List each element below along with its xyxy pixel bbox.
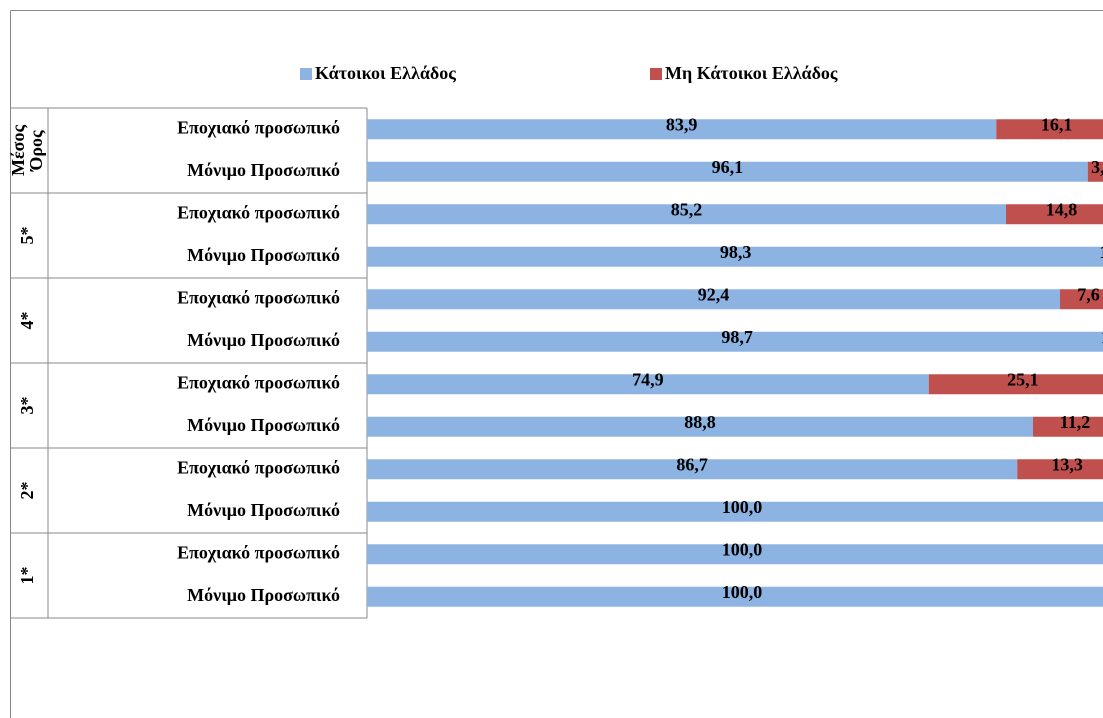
category-label: Μόνιμο Προσωπικό (187, 415, 340, 435)
group-label: 1* (17, 567, 37, 585)
category-label: Μόνιμο Προσωπικό (187, 245, 340, 265)
bar-segment (1006, 204, 1103, 225)
data-label: 83,9 (666, 114, 698, 134)
data-label: 100,0 (722, 582, 763, 602)
category-label: Μόνιμο Προσωπικό (187, 160, 340, 180)
bar-segment (367, 501, 1103, 522)
category-label: Εποχιακό προσωπικό (177, 372, 340, 392)
data-label: 96,1 (712, 157, 744, 177)
group-label: ΜέσοςΌρος (8, 125, 46, 176)
data-label: 1,3 (1101, 327, 1103, 347)
bar-segment (1033, 416, 1103, 437)
data-label: 14,8 (1046, 199, 1078, 219)
category-label: Εποχιακό προσωπικό (177, 542, 340, 562)
data-label: 88,8 (684, 412, 716, 432)
data-label: 1,7 (1099, 242, 1103, 262)
bar-segment (367, 204, 1006, 225)
data-label: 11,2 (1060, 412, 1091, 432)
bar-segment (928, 374, 1103, 395)
bar-segment (367, 459, 1018, 480)
legend-label: Κάτοικοι Ελλάδος (315, 63, 456, 83)
legend-swatch (650, 68, 662, 80)
bar-segment (367, 161, 1088, 182)
data-label: 100,0 (722, 497, 763, 517)
data-label: 74,9 (632, 369, 664, 389)
bar-segment (996, 119, 1103, 140)
data-label: 86,7 (676, 454, 708, 474)
legend-swatch (300, 68, 312, 80)
bar-segment (367, 544, 1103, 565)
category-label: Εποχιακό προσωπικό (177, 457, 340, 477)
bar-segment (367, 586, 1103, 607)
data-label: 98,7 (721, 327, 753, 347)
group-label: 2* (17, 482, 37, 500)
bar-segment (1060, 289, 1103, 310)
category-label: Εποχιακό προσωπικό (177, 117, 340, 137)
bar-segment (367, 246, 1103, 267)
legend-label: Μη Κάτοικοι Ελλάδος (665, 63, 838, 83)
category-label: Εποχιακό προσωπικό (177, 202, 340, 222)
data-label: 100,0 (722, 539, 763, 559)
category-label: Εποχιακό προσωπικό (177, 287, 340, 307)
bar-segment (1017, 459, 1103, 480)
data-label: 85,2 (671, 199, 703, 219)
category-label: Μόνιμο Προσωπικό (187, 585, 340, 605)
bar-segment (367, 374, 929, 395)
data-label: 16,1 (1041, 114, 1073, 134)
data-label: 7,6 (1077, 284, 1100, 304)
category-label: Μόνιμο Προσωπικό (187, 330, 340, 350)
category-label: Μόνιμο Προσωπικό (187, 500, 340, 520)
bar-segment (367, 119, 997, 140)
group-label: 4* (17, 312, 37, 330)
data-label: 25,1 (1007, 369, 1039, 389)
data-label: 3,9 (1091, 157, 1103, 177)
group-label: 3* (17, 397, 37, 415)
bar-segment (367, 416, 1033, 437)
data-label: 13,3 (1051, 454, 1083, 474)
bar-segment (367, 289, 1060, 310)
group-label: 5* (17, 227, 37, 245)
data-label: 98,3 (720, 242, 752, 262)
data-label: 92,4 (698, 284, 730, 304)
bar-segment (1087, 161, 1103, 182)
bar-segment (367, 331, 1103, 352)
